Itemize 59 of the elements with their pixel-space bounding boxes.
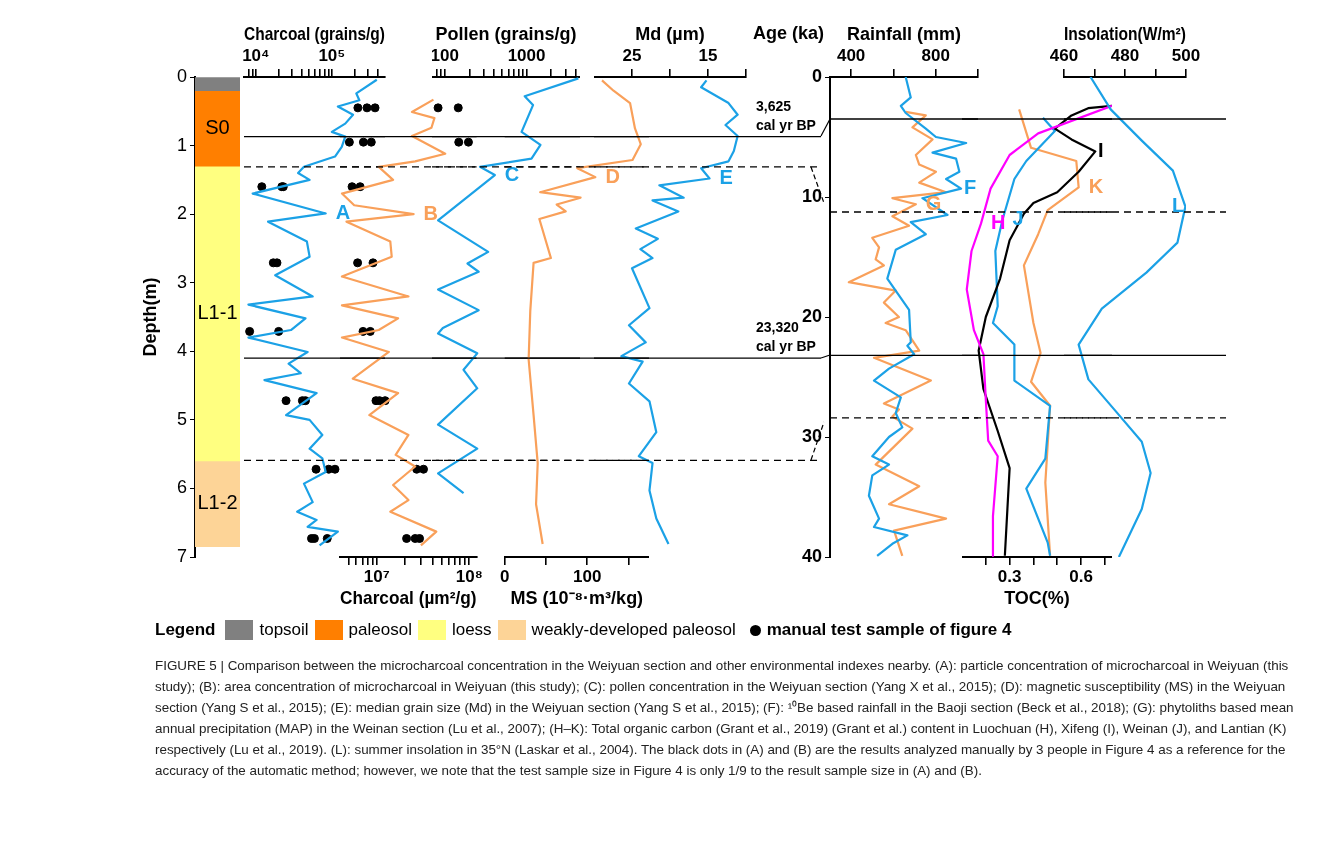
y-tick-label: 4 — [176, 340, 187, 361]
y-tick-label: 7 — [176, 545, 187, 566]
x-tick-label: 0 — [499, 566, 510, 586]
y-tick-label: 5 — [176, 408, 187, 429]
x-axis-title: Insolation(W/m²) — [1064, 23, 1186, 45]
annotation: L1-2 — [197, 491, 238, 514]
legend-title: Legend — [155, 620, 216, 640]
x-tick-label: 480 — [1110, 46, 1140, 66]
legend-label: weakly-developed paleosol — [531, 620, 736, 640]
series-label: B — [423, 201, 439, 224]
y-tick-label: 0 — [811, 65, 822, 86]
x-tick-label: 10⁷ — [363, 566, 390, 586]
annotation: L1-1 — [197, 301, 238, 324]
x-tick-label: 100 — [430, 46, 459, 66]
series-label: F — [964, 176, 977, 199]
y-tick-label: 1 — [176, 134, 187, 155]
x-tick-label: 100 — [572, 566, 602, 586]
x-tick-label: 800 — [921, 46, 950, 66]
legend-label: topsoil — [259, 620, 309, 640]
caption: FIGURE 5 | Comparison between the microcharcoal concentration in the Weiyuan section and other environmental indexes nearby. (A): particle concentration of microcharcoal in Weiyuan (this study); (B): area concentration of microcharcoal in Weiyuan (this study); (C): pollen concentration in the Weiyuan section (Yang X et al., 2015); (D): magnetic susceptibility (MS) in the Weiyuan section (Yang S et al., 2015); (E): median grain size (Md) in the Weiyuan section (Yang S et al., 2015); (F): ¹⁰Be based rainfall in the Baoji section (Beck et al., 2018); (G): phytoliths based mean annual precipitation (MAP) in the Weinan section (Lu et al., 2007); (H–K): Total organic carbon (Grant et al., 2019) (Grant et al.) content in Luochuan (H), Xifeng (I), Weinan (J), and Lantian (K) respectively (Lu et al., 2019). (L): summer insolation in 35°N (Laskar et al., 2004). The black dots in (A) and (B) are the results analyzed manually by 3 people in Figure 4 as a reference for the accuracy of the automatic method; however, we note that the test sample size in Figure 4 is only 1/9 to the result sample size in (A) and (B). — [155, 657, 1295, 780]
y-tick-label: 2 — [176, 203, 187, 224]
x-axis-title: Md (µm) — [635, 23, 705, 44]
legend-label: paleosol — [348, 620, 412, 640]
x-tick-label: 0.3 — [997, 566, 1022, 586]
series-label: L — [1172, 194, 1185, 217]
x-tick-label: 460 — [1049, 46, 1079, 66]
legend-label: loess — [451, 620, 492, 640]
y-axis-title: Age (ka) — [752, 22, 825, 43]
x-tick-label: 0.6 — [1069, 566, 1093, 586]
x-tick-label: 10⁴ — [242, 46, 270, 66]
x-tick-label: 25 — [622, 46, 642, 66]
x-axis-title: Charcoal (grains/g) — [244, 23, 385, 45]
x-tick-label: 500 — [1171, 46, 1201, 66]
series-label: D — [605, 164, 620, 187]
x-axis-title: Pollen (grains/g) — [435, 23, 577, 44]
series-label: A — [335, 200, 351, 223]
y-tick-label: 6 — [176, 477, 187, 498]
series-label: I — [1098, 138, 1104, 161]
x-axis-title: MS (10⁻⁸·m³/kg) — [510, 588, 644, 609]
y-tick-label: 0 — [176, 65, 187, 86]
y-tick-label: 40 — [801, 545, 822, 566]
legend-label: manual test sample of figure 4 — [766, 620, 1012, 640]
annotation: S0 — [205, 115, 230, 138]
y-tick-label: 3 — [176, 271, 187, 292]
x-tick-label: 400 — [836, 46, 866, 66]
y-tick-label: 10 — [801, 185, 822, 206]
x-tick-label: 1000 — [507, 46, 546, 66]
x-tick-label: 15 — [698, 46, 718, 66]
x-axis-title: TOC(%) — [1004, 588, 1070, 609]
series-label: K — [1088, 174, 1104, 197]
x-tick-label: 10⁵ — [318, 46, 346, 66]
x-axis-title: Charcoal (µm²/g) — [340, 587, 477, 609]
x-tick-label: 10⁸ — [455, 566, 483, 586]
annotation: 3,625 cal yr BP — [756, 97, 816, 133]
series-label: E — [719, 166, 733, 188]
x-axis-title: Rainfall (mm) — [846, 23, 962, 44]
y-tick-label: 30 — [801, 425, 822, 446]
series-label: C — [504, 162, 520, 185]
y-axis-title: Depth(m) — [139, 277, 160, 357]
